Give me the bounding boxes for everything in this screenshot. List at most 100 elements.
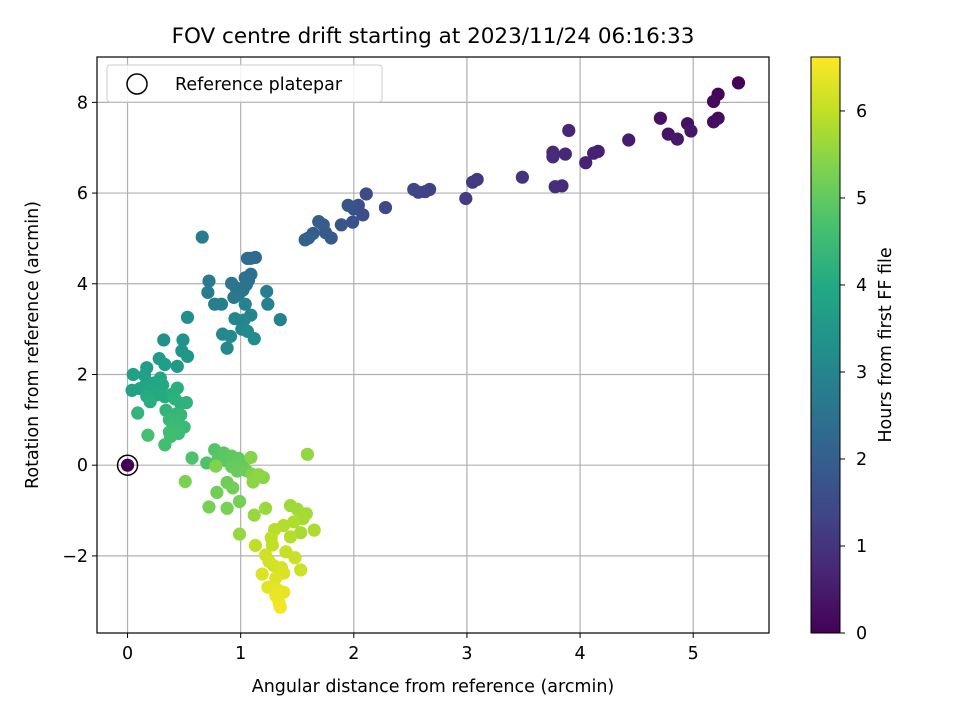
legend-marker-icon (126, 73, 148, 95)
data-point (157, 333, 171, 347)
data-point (247, 332, 261, 346)
data-point (214, 297, 229, 311)
data-point (185, 451, 199, 465)
data-point (260, 284, 274, 299)
data-point (220, 341, 234, 355)
data-point (126, 367, 140, 382)
data-point (248, 538, 262, 553)
x-axis-label: Angular distance from reference (arcmin) (252, 677, 615, 697)
colorbar-label: Hours from first FF file (876, 247, 896, 442)
data-point (244, 450, 258, 465)
data-point (670, 132, 684, 146)
data-point (227, 290, 241, 304)
plot-frame (96, 56, 770, 634)
data-point (283, 530, 298, 544)
data-point (255, 567, 269, 581)
data-point (622, 133, 636, 147)
colorbar-tick-label: 0 (856, 624, 867, 644)
data-point (120, 458, 135, 472)
data-point (202, 500, 216, 514)
data-point (273, 313, 287, 327)
colorbar-tick-label: 6 (856, 102, 867, 122)
data-point (334, 218, 348, 232)
data-point (220, 501, 234, 515)
data-point (562, 123, 576, 138)
y-tick-label: 4 (77, 275, 88, 295)
data-point (232, 527, 247, 541)
data-point (178, 474, 192, 489)
x-tick-label: 4 (575, 644, 586, 664)
data-point (300, 447, 315, 461)
x-tick-label: 0 (122, 644, 133, 664)
colorbar-tick-label: 1 (856, 537, 867, 557)
data-point (158, 357, 172, 372)
data-point (359, 187, 373, 201)
data-point (180, 349, 195, 363)
colorbar-tick-label: 4 (856, 276, 867, 296)
data-point (232, 494, 247, 509)
data-point (407, 182, 421, 197)
legend-entry: Reference platepar (175, 75, 343, 95)
data-point (346, 215, 360, 229)
data-point (312, 215, 326, 229)
data-point (201, 285, 215, 299)
legend: Reference platepar (106, 64, 383, 103)
data-point (223, 329, 238, 343)
data-point (558, 147, 572, 161)
data-point (131, 406, 145, 420)
data-point (176, 333, 190, 347)
data-point (459, 191, 473, 206)
data-point (225, 276, 239, 290)
y-axis-ticks: −2 0 2 4 6 8 (62, 93, 97, 567)
data-point (209, 459, 223, 473)
data-point (706, 115, 721, 129)
data-point (195, 230, 209, 244)
data-point (141, 428, 155, 442)
data-point (156, 378, 170, 392)
scatter-points (120, 76, 746, 614)
colorbar-tick-label: 2 (856, 450, 867, 470)
y-tick-label: 6 (77, 184, 88, 204)
data-point (269, 571, 283, 585)
plot-background (97, 57, 769, 633)
data-point (240, 251, 255, 265)
data-point (579, 156, 593, 170)
data-point (265, 538, 279, 552)
data-point (341, 198, 355, 212)
colorbar-gradient (811, 57, 840, 633)
y-axis-label: Rotation from reference (arcmin) (23, 201, 43, 489)
data-point (548, 180, 562, 194)
data-point (143, 395, 157, 409)
data-point (731, 76, 746, 90)
y-tick-label: 2 (77, 365, 88, 385)
data-point (587, 146, 601, 160)
data-point (287, 515, 301, 529)
data-point (247, 508, 261, 522)
data-point (170, 359, 184, 373)
x-tick-label: 3 (461, 644, 472, 664)
data-point (179, 396, 193, 410)
reference-marker (116, 454, 139, 476)
data-point (226, 481, 240, 495)
y-tick-label: 0 (77, 456, 88, 476)
chart-title: FOV centre drift starting at 2023/11/24 … (172, 24, 695, 49)
y-tick-label: 8 (77, 93, 88, 113)
colorbar-frame (810, 56, 841, 634)
data-point (706, 94, 721, 109)
data-point (653, 111, 667, 125)
data-point (170, 381, 184, 395)
data-point (294, 526, 308, 540)
colorbar: 0 1 2 3 4 5 6 Hours from first FF file (810, 56, 896, 644)
data-point (258, 501, 273, 515)
data-point (546, 150, 560, 164)
data-point (238, 297, 252, 311)
data-point (294, 563, 308, 577)
colorbar-ticks: 0 1 2 3 4 5 6 (840, 102, 867, 644)
data-point (288, 551, 302, 565)
data-point (261, 297, 275, 311)
data-point (158, 438, 172, 452)
x-tick-label: 5 (688, 644, 699, 664)
x-tick-label: 1 (235, 644, 246, 664)
data-point (465, 175, 480, 189)
legend-box (106, 64, 383, 103)
